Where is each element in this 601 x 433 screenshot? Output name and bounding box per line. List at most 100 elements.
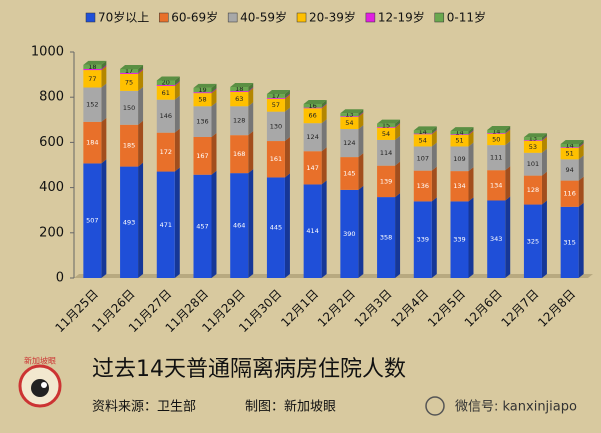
bar-side <box>211 132 217 175</box>
bar-side <box>358 185 364 278</box>
bar-side <box>321 103 327 109</box>
bar <box>450 134 469 135</box>
value-label: 315 <box>563 238 575 246</box>
value-label: 128 <box>527 186 539 194</box>
bar-side <box>248 88 254 107</box>
bar <box>523 140 542 153</box>
bar <box>83 163 102 278</box>
value-label: 358 <box>380 234 392 242</box>
bar <box>340 129 359 158</box>
value-label: 94 <box>566 166 574 174</box>
bar-top <box>560 139 584 144</box>
legend-label: 0-11岁 <box>447 10 486 25</box>
bar-side <box>505 196 511 278</box>
bar-side <box>138 86 144 125</box>
value-label: 101 <box>527 160 539 168</box>
value-label: 185 <box>123 142 135 150</box>
bar-side <box>321 99 327 108</box>
value-label: 184 <box>86 139 98 147</box>
legend-label: 12-19岁 <box>378 10 425 25</box>
bar-side <box>321 147 327 185</box>
bar-side <box>431 197 437 278</box>
value-label: 58 <box>198 96 206 104</box>
bar <box>303 103 322 108</box>
value-label: 134 <box>490 181 502 189</box>
bar <box>156 171 175 278</box>
bar <box>523 137 542 141</box>
value-label: 77 <box>88 75 96 83</box>
bar <box>83 70 102 88</box>
bar-side <box>321 119 327 152</box>
bar-top <box>303 99 327 104</box>
bar-top <box>266 90 290 95</box>
value-label: 339 <box>453 236 465 244</box>
bar-top <box>230 83 254 88</box>
bar-top <box>523 133 547 138</box>
bar-side <box>101 117 107 164</box>
value-label: 18 <box>88 63 96 71</box>
legend-label: 70岁以上 <box>98 10 149 25</box>
legend-label: 20-39岁 <box>309 10 356 25</box>
bar-side <box>138 69 144 91</box>
value-label: 343 <box>490 235 502 243</box>
value-label: 14 <box>455 129 463 137</box>
legend-label: 60-69岁 <box>171 10 218 25</box>
bar-top <box>340 109 364 114</box>
bar-side <box>541 133 547 141</box>
bar-side <box>358 109 364 117</box>
bar <box>120 166 139 278</box>
bar-side <box>211 102 217 137</box>
bar-side <box>468 130 474 135</box>
bar <box>156 85 175 100</box>
bar <box>193 92 212 94</box>
bar-side <box>395 123 401 128</box>
value-label: 128 <box>233 117 245 125</box>
bar-side <box>578 143 584 148</box>
bar <box>230 92 249 107</box>
value-label: 167 <box>196 152 208 160</box>
bar <box>120 72 139 74</box>
bar-side <box>431 126 437 134</box>
value-label: 172 <box>160 148 172 156</box>
bar-side <box>505 129 511 134</box>
value-label: 136 <box>417 182 429 190</box>
value-label: 111 <box>490 154 502 162</box>
value-label: 14 <box>419 128 427 136</box>
bar-side <box>174 167 180 278</box>
bar <box>193 106 212 137</box>
bar <box>340 116 359 117</box>
bar <box>377 123 396 128</box>
bar <box>120 90 139 125</box>
value-label: 50 <box>492 135 500 143</box>
logo-eye-glint <box>41 382 47 388</box>
value-label: 63 <box>235 95 243 103</box>
bar <box>193 87 212 93</box>
bar <box>230 106 249 136</box>
value-label: 114 <box>380 149 392 157</box>
bar-side <box>101 60 107 69</box>
bar-side <box>468 130 474 147</box>
bar-side <box>248 83 254 92</box>
wechat-icon <box>425 396 445 416</box>
bar-side <box>468 127 474 135</box>
bar <box>487 129 506 134</box>
bar <box>413 133 432 135</box>
bar-side <box>174 95 180 133</box>
logo-text: 新加坡眼 <box>24 356 56 366</box>
bar <box>230 173 249 278</box>
bar-side <box>174 81 180 100</box>
bar-side <box>395 161 401 198</box>
chart-title: 过去14天普通隔离病房住院人数 <box>92 357 406 382</box>
value-label: 54 <box>382 130 390 138</box>
bar-side <box>248 131 254 174</box>
bar-side <box>248 102 254 136</box>
bar <box>266 111 285 142</box>
bar-side <box>211 170 217 278</box>
value-label: 130 <box>270 122 282 130</box>
bar <box>487 133 506 146</box>
legend-swatch <box>365 12 376 23</box>
bar-side <box>431 142 437 171</box>
bar <box>266 177 285 278</box>
bar <box>340 189 359 278</box>
value-label: 339 <box>417 236 429 244</box>
